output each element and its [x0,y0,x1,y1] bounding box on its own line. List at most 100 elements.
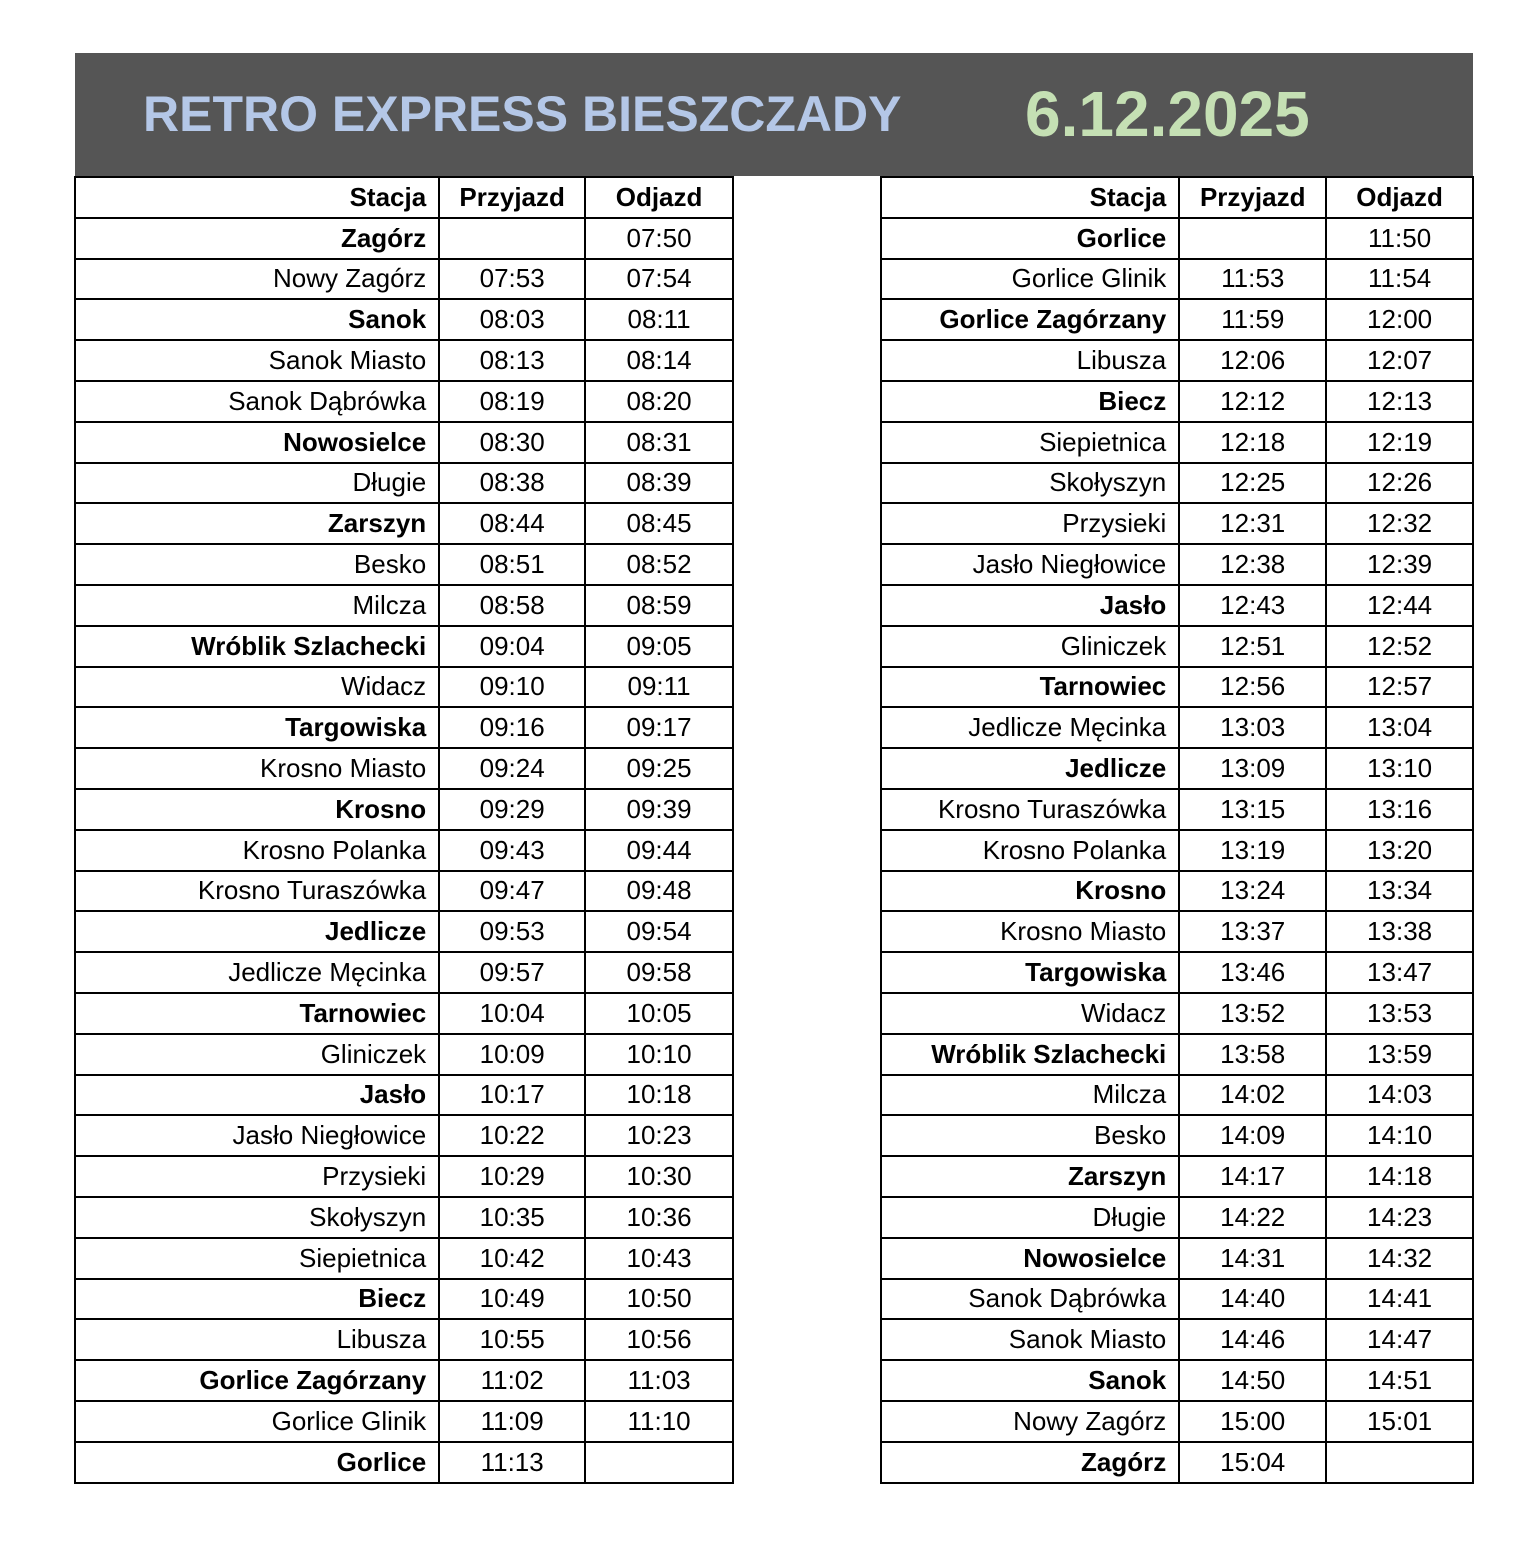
departure-cell: 14:23 [1325,1195,1474,1239]
timetable-outbound: Stacja Przyjazd Odjazd Zagórz 07:50 Nowy Z… [73,176,734,1484]
station-cell: Jasło Niegłowice [73,1114,441,1158]
table-row: Gliniczek 10:09 10:10 [73,1032,734,1076]
column-header-station: Stacja [879,176,1181,219]
table-row: Krosno 13:24 13:34 [879,869,1474,913]
arrival-cell: 13:03 [1178,706,1328,750]
departure-cell: 10:10 [584,1032,734,1076]
arrival-cell: 13:37 [1178,910,1328,954]
station-cell: Besko [879,1114,1181,1158]
departure-cell: 09:39 [584,787,734,831]
departure-cell: 11:03 [584,1359,734,1402]
table-header-row: Stacja Przyjazd Odjazd [879,176,1474,219]
table-row: Długie 14:22 14:23 [879,1195,1474,1239]
departure-cell: 10:56 [584,1318,734,1362]
station-cell: Gorlice Glinik [879,257,1181,301]
table-row: Tarnowiec 12:56 12:57 [879,665,1474,709]
arrival-cell: 14:09 [1178,1114,1328,1158]
station-cell: Targowiska [879,951,1181,994]
table-row: Jasło 10:17 10:18 [73,1073,734,1117]
departure-cell: 12:57 [1325,665,1474,709]
arrival-cell [1178,216,1328,260]
table-row: Gorlice Zagórzany 11:02 11:03 [73,1359,734,1402]
departure-cell: 10:36 [584,1195,734,1239]
arrival-cell: 10:04 [438,991,587,1035]
arrival-cell: 08:19 [438,379,587,423]
station-cell: Długie [879,1195,1181,1239]
arrival-cell: 08:44 [438,502,587,546]
table-row: Libusza 10:55 10:56 [73,1318,734,1362]
arrival-cell: 15:00 [1178,1399,1328,1443]
arrival-cell: 10:35 [438,1195,587,1239]
table-row: Siepietnica 12:18 12:19 [879,420,1474,464]
departure-cell: 14:10 [1325,1114,1474,1158]
station-cell: Libusza [879,339,1181,382]
departure-cell: 13:16 [1325,787,1474,831]
table-row: Gliniczek 12:51 12:52 [879,624,1474,668]
station-cell: Tarnowiec [73,991,441,1035]
arrival-cell: 10:42 [438,1236,587,1280]
departure-cell [1325,1440,1474,1484]
arrival-cell: 08:58 [438,583,587,627]
station-cell: Zarszyn [73,502,441,546]
arrival-cell: 08:13 [438,339,587,382]
arrival-cell: 13:15 [1178,787,1328,831]
station-cell: Krosno Polanka [73,828,441,872]
table-row: Milcza 08:58 08:59 [73,583,734,627]
arrival-cell: 12:51 [1178,624,1328,668]
arrival-cell: 08:38 [438,461,587,505]
station-cell: Sanok [879,1359,1181,1402]
arrival-cell: 10:17 [438,1073,587,1117]
departure-cell: 08:52 [584,543,734,586]
table-row: Gorlice Glinik 11:09 11:10 [73,1399,734,1443]
station-cell: Sanok Miasto [879,1318,1181,1362]
arrival-cell: 09:53 [438,910,587,954]
arrival-cell: 12:06 [1178,339,1328,382]
station-cell: Krosno Turaszówka [879,787,1181,831]
departure-cell: 13:47 [1325,951,1474,994]
page-title: RETRO EXPRESS BIESZCZADY [143,86,902,142]
departure-cell: 14:03 [1325,1073,1474,1117]
table-row: Skołyszyn 12:25 12:26 [879,461,1474,505]
table-row: Gorlice 11:13 [73,1440,734,1484]
station-cell: Widacz [879,991,1181,1035]
arrival-cell: 09:16 [438,706,587,750]
station-cell: Nowosielce [73,420,441,464]
departure-cell: 09:44 [584,828,734,872]
arrival-cell: 14:46 [1178,1318,1328,1362]
table-row: Tarnowiec 10:04 10:05 [73,991,734,1035]
arrival-cell: 14:31 [1178,1236,1328,1280]
departure-cell: 09:54 [584,910,734,954]
arrival-cell: 12:43 [1178,583,1328,627]
arrival-cell: 11:53 [1178,257,1328,301]
station-cell: Gorlice Zagórzany [73,1359,441,1402]
departure-cell: 11:10 [584,1399,734,1443]
table-row: Nowosielce 14:31 14:32 [879,1236,1474,1280]
table-row: Widacz 09:10 09:11 [73,665,734,709]
table-row: Milcza 14:02 14:03 [879,1073,1474,1117]
table-row: Targowiska 09:16 09:17 [73,706,734,750]
arrival-cell: 11:02 [438,1359,587,1402]
arrival-cell: 10:09 [438,1032,587,1076]
departure-cell: 08:11 [584,298,734,342]
arrival-cell: 13:09 [1178,747,1328,790]
table-row: Zarszyn 14:17 14:18 [879,1155,1474,1198]
station-cell: Jasło [73,1073,441,1117]
arrival-cell: 14:40 [1178,1277,1328,1321]
table-row: Przysieki 10:29 10:30 [73,1155,734,1198]
station-cell: Skołyszyn [73,1195,441,1239]
station-cell: Siepietnica [879,420,1181,464]
column-header-arrival: Przyjazd [1178,176,1328,219]
departure-cell: 10:30 [584,1155,734,1198]
table-row: Krosno Turaszówka 13:15 13:16 [879,787,1474,831]
table-row: Nowy Zagórz 15:00 15:01 [879,1399,1474,1443]
table-row: Długie 08:38 08:39 [73,461,734,505]
table-row: Krosno Polanka 09:43 09:44 [73,828,734,872]
departure-cell: 08:14 [584,339,734,382]
table-row: Krosno 09:29 09:39 [73,787,734,831]
station-cell: Jedlicze [879,747,1181,790]
arrival-cell: 09:43 [438,828,587,872]
departure-cell: 09:11 [584,665,734,709]
table-row: Jedlicze 09:53 09:54 [73,910,734,954]
arrival-cell: 09:57 [438,951,587,994]
departure-cell: 07:50 [584,216,734,260]
